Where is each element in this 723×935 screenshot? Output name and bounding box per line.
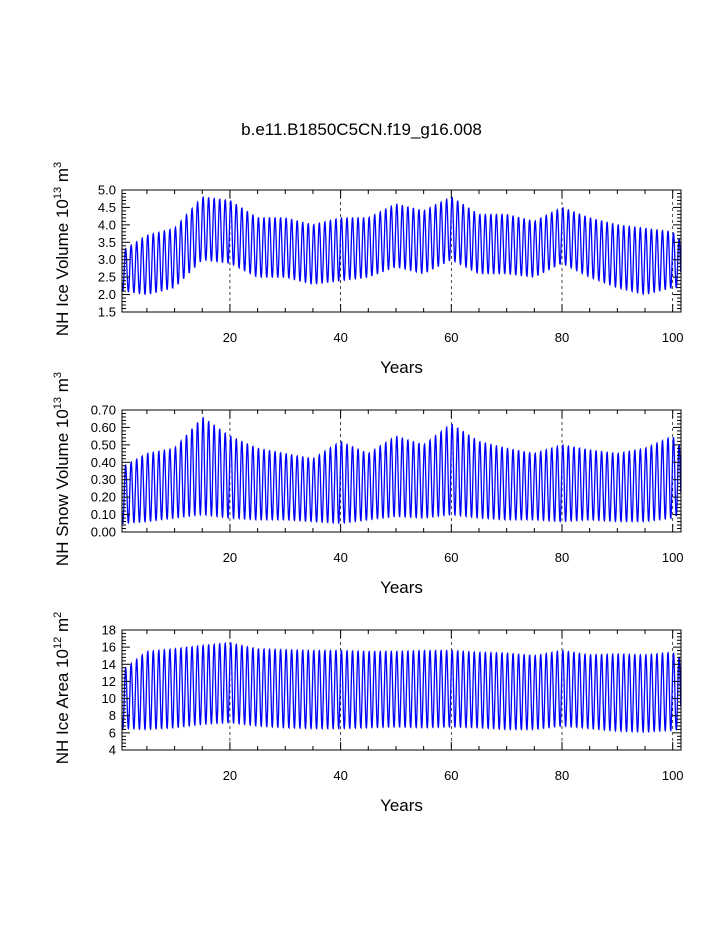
y-tick-label: 2.5 bbox=[98, 270, 116, 285]
plot-frame bbox=[121, 629, 682, 751]
plot-frame bbox=[121, 409, 682, 533]
y-tick-label: 0.20 bbox=[91, 490, 116, 505]
x-tick-label: 60 bbox=[444, 330, 458, 345]
y-tick-label: 3.5 bbox=[98, 235, 116, 250]
y-tick-label: 0.50 bbox=[91, 437, 116, 452]
x-tick-label: 60 bbox=[444, 550, 458, 565]
x-tick-label: 80 bbox=[555, 550, 569, 565]
y-axis-label-exp: 12 bbox=[52, 637, 64, 649]
y-tick-label: 4 bbox=[109, 743, 116, 758]
y-tick-label: 0.70 bbox=[91, 403, 116, 418]
chart-panel-1: 20 40 60 80 100 1.5 2.0 2.5 3.0 3.5 4.0 4.5 5.0 Years… bbox=[52, 162, 684, 377]
y-axis-label-exp: 13 bbox=[52, 397, 64, 409]
y-axis-label: NH Ice Area 1012 m2 bbox=[52, 612, 72, 765]
x-axis-label: Years bbox=[380, 358, 423, 377]
y-axis-label-unit: m bbox=[53, 618, 72, 637]
y-tick-label: 0.00 bbox=[91, 525, 116, 540]
y-tick-label: 18 bbox=[102, 623, 116, 638]
chart-panel-2: 20 40 60 80 100 0.00 0.10 0.20 0.30 0.40 0.50 0.60 0… bbox=[52, 372, 684, 597]
y-tick-label: 6 bbox=[109, 725, 116, 740]
y-tick-label: 2.0 bbox=[98, 287, 116, 302]
y-axis-label-unit: m bbox=[53, 378, 72, 397]
series-line bbox=[121, 196, 682, 296]
y-axis-label-unit: m bbox=[53, 168, 72, 187]
x-tick-label: 60 bbox=[444, 768, 458, 783]
x-axis-label: Years bbox=[380, 796, 423, 815]
x-tick-label: 20 bbox=[223, 330, 237, 345]
y-axis-label-text: NH Ice Area 10 bbox=[53, 649, 72, 764]
x-axis-label: Years bbox=[380, 578, 423, 597]
x-tick-label: 100 bbox=[662, 768, 684, 783]
y-tick-label: 0.40 bbox=[91, 455, 116, 470]
y-tick-label: 5.0 bbox=[98, 183, 116, 198]
x-tick-label: 40 bbox=[333, 330, 347, 345]
series-line bbox=[121, 641, 682, 734]
x-tick-label: 20 bbox=[223, 768, 237, 783]
y-tick-label: 4.0 bbox=[98, 217, 116, 232]
y-axis-label-unit-exp: 3 bbox=[52, 162, 64, 168]
y-axis-label: NH Snow Volume 1013 m3 bbox=[52, 372, 72, 566]
y-tick-label: 0.60 bbox=[91, 420, 116, 435]
x-tick-label: 40 bbox=[333, 550, 347, 565]
chart-panel-3: 20 40 60 80 100 4 6 8 10 12 14 16 18 Years NH Ice Area… bbox=[52, 612, 684, 815]
series-line bbox=[121, 416, 682, 525]
plot-frame bbox=[121, 189, 682, 313]
x-tick-label: 40 bbox=[333, 768, 347, 783]
y-axis-label-text: NH Ice Volume 10 bbox=[53, 199, 72, 336]
y-tick-label: 10 bbox=[102, 691, 116, 706]
y-tick-label: 0.30 bbox=[91, 472, 116, 487]
y-tick-label: 14 bbox=[102, 657, 116, 672]
y-tick-label: 1.5 bbox=[98, 305, 116, 320]
x-tick-label: 80 bbox=[555, 768, 569, 783]
y-tick-label: 16 bbox=[102, 640, 116, 655]
y-axis-label-unit-exp: 3 bbox=[52, 372, 64, 378]
x-tick-label: 100 bbox=[662, 550, 684, 565]
y-tick-label: 3.0 bbox=[98, 252, 116, 267]
y-axis-label-unit-exp: 2 bbox=[52, 612, 64, 618]
y-tick-label: 0.10 bbox=[91, 507, 116, 522]
page-title: b.e11.B1850C5CN.f19_g16.008 bbox=[241, 120, 482, 139]
y-tick-label: 12 bbox=[102, 674, 116, 689]
y-tick-label: 4.5 bbox=[98, 200, 116, 215]
y-axis-label-text: NH Snow Volume 10 bbox=[53, 409, 72, 566]
y-axis-label: NH Ice Volume 1013 m3 bbox=[52, 162, 72, 336]
x-tick-label: 100 bbox=[662, 330, 684, 345]
x-tick-label: 20 bbox=[223, 550, 237, 565]
x-tick-label: 80 bbox=[555, 330, 569, 345]
y-axis-label-exp: 13 bbox=[52, 187, 64, 199]
y-tick-label: 8 bbox=[109, 708, 116, 723]
